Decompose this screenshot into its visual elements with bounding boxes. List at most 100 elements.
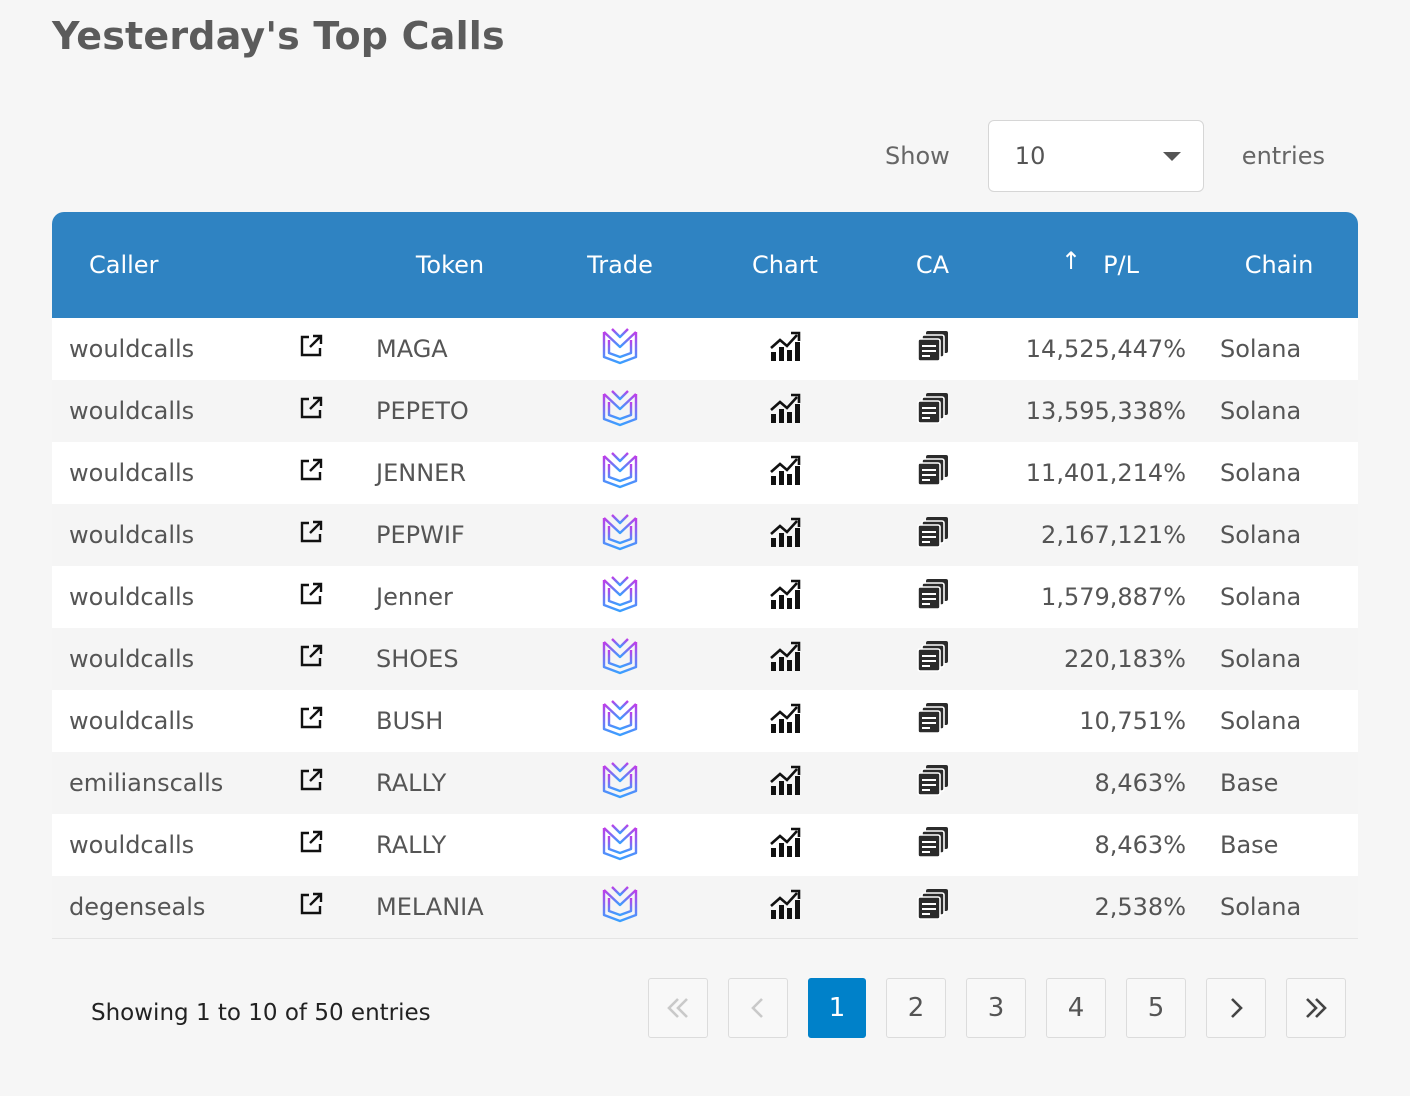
- copy-icon[interactable]: [916, 825, 950, 865]
- col-header-pl[interactable]: ↑ P/L: [1000, 212, 1200, 318]
- token-cell: BUSH: [376, 707, 444, 735]
- caller-cell: wouldcalls: [69, 335, 195, 363]
- external-link-icon[interactable]: [298, 829, 324, 861]
- chevron-left-icon: [751, 998, 763, 1018]
- table-row: wouldcalls SHOES 220,183% Solana: [52, 628, 1358, 690]
- copy-icon[interactable]: [916, 453, 950, 493]
- first-page-button[interactable]: [648, 978, 708, 1038]
- page-button-4[interactable]: 4: [1046, 978, 1106, 1038]
- page-button-3[interactable]: 3: [966, 978, 1026, 1038]
- chain-cell: Solana: [1220, 892, 1302, 921]
- table-row: emilianscalls RALLY 8,463% Base: [52, 752, 1358, 814]
- col-header-trade[interactable]: Trade: [535, 212, 705, 318]
- caret-down-icon: [1162, 151, 1181, 161]
- trade-logo-icon[interactable]: [600, 389, 640, 433]
- pl-cell: 11,401,214%: [1025, 459, 1186, 487]
- col-header-chart[interactable]: Chart: [705, 212, 865, 318]
- caller-cell: wouldcalls: [69, 645, 195, 673]
- chart-icon[interactable]: [768, 329, 802, 369]
- pl-cell: 2,167,121%: [1041, 521, 1186, 549]
- external-link-icon[interactable]: [298, 705, 324, 737]
- chart-icon[interactable]: [768, 515, 802, 555]
- trade-logo-icon[interactable]: [600, 761, 640, 805]
- copy-icon[interactable]: [916, 763, 950, 803]
- chart-icon[interactable]: [768, 887, 802, 927]
- trade-logo-icon[interactable]: [600, 513, 640, 557]
- last-page-button[interactable]: [1286, 978, 1346, 1038]
- col-header-link: [257, 212, 365, 318]
- entries-select[interactable]: 10: [987, 120, 1204, 192]
- caller-cell: wouldcalls: [69, 521, 195, 549]
- copy-icon[interactable]: [916, 701, 950, 741]
- table-row: wouldcalls MAGA 14,525,447% Solana: [52, 318, 1358, 380]
- token-cell: MAGA: [376, 335, 448, 363]
- previous-page-button[interactable]: [728, 978, 788, 1038]
- copy-icon[interactable]: [916, 515, 950, 555]
- token-cell: Jenner: [376, 583, 453, 611]
- page-button-2[interactable]: 2: [886, 978, 946, 1038]
- chain-cell: Solana: [1220, 459, 1302, 487]
- chain-cell: Solana: [1220, 645, 1302, 673]
- copy-icon[interactable]: [916, 887, 950, 927]
- next-page-button[interactable]: [1206, 978, 1266, 1038]
- entries-select-value: 10: [1014, 142, 1046, 170]
- pl-cell: 8,463%: [1094, 831, 1186, 859]
- length-control: Show 10 entries: [885, 120, 1325, 192]
- caller-cell: degenseals: [69, 892, 206, 921]
- chart-icon[interactable]: [768, 701, 802, 741]
- token-cell: RALLY: [376, 769, 447, 797]
- pl-cell: 2,538%: [1094, 892, 1186, 921]
- copy-icon[interactable]: [916, 639, 950, 679]
- trade-logo-icon[interactable]: [600, 637, 640, 681]
- copy-icon[interactable]: [916, 577, 950, 617]
- external-link-icon[interactable]: [298, 767, 324, 799]
- external-link-icon[interactable]: [298, 519, 324, 551]
- chart-icon[interactable]: [768, 763, 802, 803]
- trade-logo-icon[interactable]: [600, 451, 640, 495]
- chart-icon[interactable]: [768, 391, 802, 431]
- copy-icon[interactable]: [916, 329, 950, 369]
- chart-icon[interactable]: [768, 825, 802, 865]
- col-header-token[interactable]: Token: [365, 212, 535, 318]
- trade-logo-icon[interactable]: [600, 575, 640, 619]
- col-header-ca[interactable]: CA: [865, 212, 1000, 318]
- trade-logo-icon[interactable]: [600, 327, 640, 371]
- table-row: wouldcalls BUSH 10,751% Solana: [52, 690, 1358, 752]
- token-cell: SHOES: [376, 645, 459, 673]
- pagination: 1 2 3 4 5: [648, 978, 1346, 1038]
- entries-label: entries: [1241, 142, 1325, 170]
- external-link-icon[interactable]: [298, 643, 324, 675]
- chart-icon[interactable]: [768, 639, 802, 679]
- page-button-5[interactable]: 5: [1126, 978, 1186, 1038]
- table-row: degenseals MELANIA 2,538% Solana: [52, 876, 1358, 938]
- table-info: Showing 1 to 10 of 50 entries: [91, 1000, 431, 1026]
- caller-cell: wouldcalls: [69, 397, 195, 425]
- chain-cell: Base: [1220, 831, 1279, 859]
- external-link-icon[interactable]: [298, 333, 324, 365]
- external-link-icon[interactable]: [298, 457, 324, 489]
- table-row: wouldcalls Jenner 1,579,887% Solana: [52, 566, 1358, 628]
- table-row: wouldcalls JENNER 11,401,214% Solana: [52, 442, 1358, 504]
- pl-cell: 13,595,338%: [1025, 397, 1186, 425]
- caller-cell: wouldcalls: [69, 459, 195, 487]
- chain-cell: Solana: [1220, 707, 1302, 735]
- col-header-caller[interactable]: Caller: [52, 212, 257, 318]
- external-link-icon[interactable]: [298, 891, 324, 923]
- table-row: wouldcalls PEPWIF 2,167,121% Solana: [52, 504, 1358, 566]
- chevron-right-icon: [1231, 998, 1243, 1018]
- copy-icon[interactable]: [916, 391, 950, 431]
- trade-logo-icon[interactable]: [600, 885, 640, 929]
- external-link-icon[interactable]: [298, 395, 324, 427]
- external-link-icon[interactable]: [298, 581, 324, 613]
- trade-logo-icon[interactable]: [600, 823, 640, 867]
- chart-icon[interactable]: [768, 453, 802, 493]
- page-button-1[interactable]: 1: [808, 978, 866, 1038]
- token-cell: PEPWIF: [376, 521, 465, 549]
- trade-logo-icon[interactable]: [600, 699, 640, 743]
- token-cell: MELANIA: [376, 892, 484, 921]
- caller-cell: wouldcalls: [69, 707, 195, 735]
- col-header-chain[interactable]: Chain: [1200, 212, 1358, 318]
- page-title: Yesterday's Top Calls: [52, 14, 505, 58]
- pl-cell: 1,579,887%: [1041, 583, 1186, 611]
- chart-icon[interactable]: [768, 577, 802, 617]
